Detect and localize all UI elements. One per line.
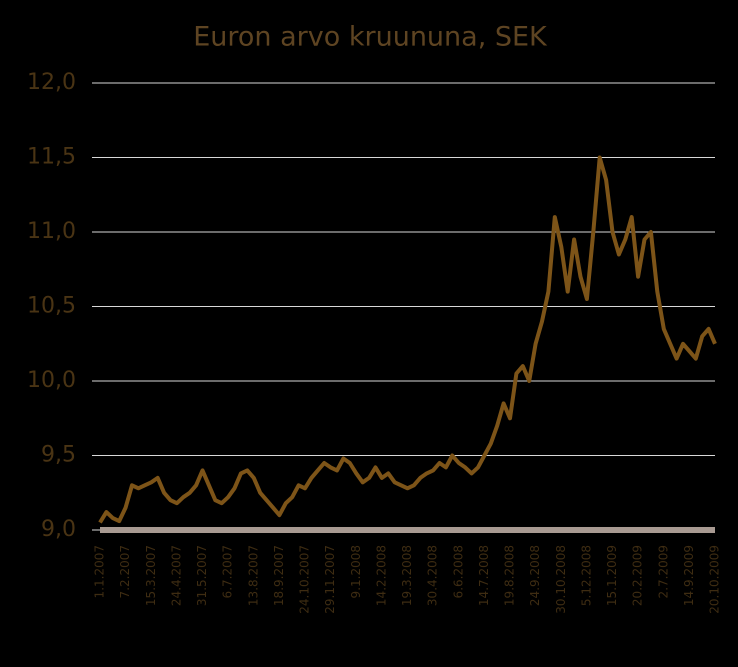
x-tick-label: 14.7.2008 (477, 545, 491, 606)
data-line (98, 155, 717, 524)
x-tick-label: 14.2.2008 (374, 545, 388, 606)
x-tick-label: 7.2.2007 (118, 545, 132, 598)
x-tick-label: 24.4.2007 (169, 545, 183, 606)
x-tick-label: 6.6.2008 (451, 545, 465, 598)
x-tick-label: 15.3.2007 (144, 545, 158, 606)
x-tick-label: 19.8.2008 (503, 545, 517, 606)
y-tick-label: 10,0 (27, 368, 76, 393)
y-tick-label: 9,5 (41, 443, 76, 468)
chart-title: Euron arvo kruununa, SEK (193, 22, 548, 53)
x-tick-label: 15.1.2009 (605, 545, 619, 606)
x-tick-label: 24.10.2007 (298, 545, 312, 614)
x-tick-label: 29.11.2007 (323, 545, 337, 614)
x-tick-label: 18.9.2007 (272, 545, 286, 606)
x-tick-label: 2.7.2009 (656, 545, 670, 598)
y-tick-label: 10,5 (27, 294, 76, 319)
x-tick-label: 9.1.2008 (349, 545, 363, 598)
x-tick-label: 6.7.2007 (221, 545, 235, 598)
y-tick-label: 9,0 (41, 517, 76, 542)
x-tick-label: 5.12.2008 (579, 545, 593, 606)
x-tick-label: 14.9.2009 (682, 545, 696, 606)
x-tick-label: 30.10.2008 (554, 545, 568, 614)
x-tick-label: 13.8.2007 (246, 545, 260, 606)
y-tick-label: 12,0 (27, 70, 76, 95)
x-tick-label: 20.10.2009 (708, 545, 722, 614)
x-tick-label: 24.9.2008 (528, 545, 542, 606)
x-tick-label: 30.4.2008 (426, 545, 440, 606)
y-tick-label: 11,5 (27, 145, 76, 170)
x-tick-label: 1.1.2007 (93, 545, 107, 598)
x-tick-label: 20.2.2009 (631, 545, 645, 606)
x-tick-label: 31.5.2007 (195, 545, 209, 606)
x-tick-label: 19.3.2008 (400, 545, 414, 606)
y-tick-label: 11,0 (27, 219, 76, 244)
